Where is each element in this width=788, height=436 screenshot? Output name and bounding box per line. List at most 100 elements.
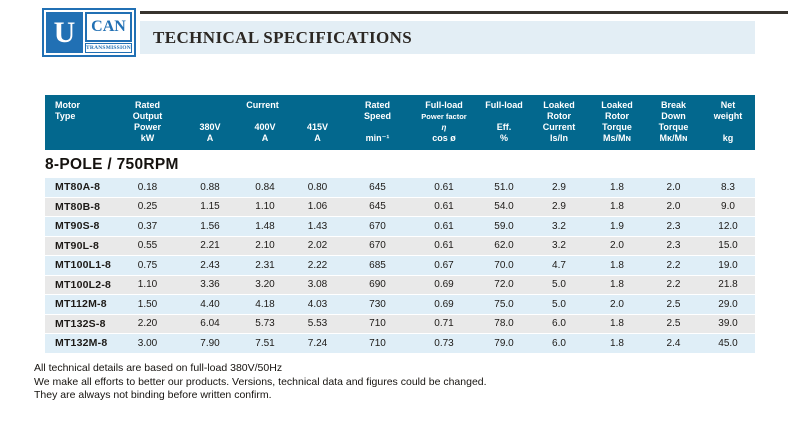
- motor-type-cell: MT112M-8: [55, 298, 107, 311]
- value-cell: 6.0: [552, 318, 566, 330]
- value-cell: 2.02: [307, 240, 328, 252]
- table-body: MT80A-8 0.18 0.88 0.84 0.80 645 0.61 51.0 2.9 1.8…: [45, 178, 755, 354]
- value-cell: 1.10: [137, 279, 158, 291]
- value-cell: 45.0: [718, 337, 738, 349]
- value-cell: 4.40: [200, 298, 220, 310]
- value-cell: 0.80: [307, 181, 328, 193]
- value-cell: 29.0: [718, 298, 738, 310]
- value-cell: 670: [369, 240, 386, 252]
- value-cell: 0.75: [137, 259, 158, 271]
- value-cell: 2.31: [255, 259, 275, 271]
- value-cell: 0.61: [434, 240, 454, 252]
- value-cell: 2.0: [666, 201, 681, 213]
- value-cell: 1.06: [307, 201, 328, 213]
- column-header-rated-output-power: Rated Output Power kW: [132, 100, 163, 143]
- value-cell: 1.8: [610, 201, 624, 213]
- value-cell: 2.5: [666, 298, 681, 310]
- value-cell: 0.88: [200, 181, 220, 193]
- table-row: MT90S-8 0.37 1.56 1.48 1.43 670 0.61 59.0 3.2 1.9…: [45, 217, 755, 236]
- logo-transmission-text: TRANSMISSION: [85, 43, 132, 53]
- value-cell: 2.0: [610, 298, 624, 310]
- column-header-full-load-power-factor: Full-load Power factor η cos ø: [421, 100, 467, 143]
- column-header-rated-speed: Rated Speed min⁻¹: [363, 100, 391, 143]
- logo-u-mark: U: [46, 12, 83, 53]
- value-cell: 1.8: [610, 279, 624, 291]
- value-cell: 1.9: [610, 220, 624, 232]
- value-cell: 690: [369, 279, 386, 291]
- table-row: MT100L2-8 1.10 3.36 3.20 3.08 690 0.69 72.0 5.0 1…: [45, 275, 755, 294]
- value-cell: 1.15: [200, 201, 220, 213]
- table-row: MT80B-8 0.25 1.15 1.10 1.06 645 0.61 54.0 2.9 1.8…: [45, 197, 755, 216]
- value-cell: 39.0: [718, 318, 738, 330]
- value-cell: 7.90: [200, 337, 220, 349]
- value-cell: 5.0: [552, 279, 566, 291]
- value-cell: 3.2: [552, 220, 566, 232]
- value-cell: 1.50: [137, 298, 158, 310]
- column-header-break-down-torque: Break Down Torque Mᴋ/Mɴ: [658, 100, 689, 143]
- value-cell: 2.21: [200, 240, 220, 252]
- value-cell: 3.20: [255, 279, 275, 291]
- column-header-current-380v: 380V A: [199, 122, 221, 143]
- column-header-current-400v: 400V A: [254, 122, 276, 143]
- value-cell: 0.69: [434, 279, 454, 291]
- value-cell: 645: [369, 201, 386, 213]
- motor-type-cell: MT100L2-8: [55, 278, 112, 291]
- table-row: MT90L-8 0.55 2.21 2.10 2.02 670 0.61 62.0 3.2 2.0…: [45, 236, 755, 255]
- footnotes: All technical details are based on full-…: [34, 362, 487, 403]
- value-cell: 3.2: [552, 240, 566, 252]
- value-cell: 12.0: [718, 220, 738, 232]
- value-cell: 2.20: [137, 318, 158, 330]
- value-cell: 0.84: [255, 181, 275, 193]
- top-rule-divider: [140, 11, 788, 14]
- value-cell: 0.37: [137, 220, 158, 232]
- value-cell: 5.53: [307, 318, 328, 330]
- section-title: 8-POLE / 750RPM: [45, 156, 179, 173]
- value-cell: 645: [369, 181, 386, 193]
- value-cell: 2.3: [666, 220, 681, 232]
- value-cell: 79.0: [494, 337, 514, 349]
- value-cell: 2.0: [666, 181, 681, 193]
- value-cell: 1.10: [255, 201, 275, 213]
- value-cell: 78.0: [494, 318, 514, 330]
- column-header-motor-type: Motor Type: [55, 100, 80, 121]
- value-cell: 2.4: [666, 337, 681, 349]
- column-header-locked-rotor-torque: Loaked Rotor Torque Ms/Mɴ: [601, 100, 633, 143]
- value-cell: 72.0: [494, 279, 514, 291]
- table-row: MT80A-8 0.18 0.88 0.84 0.80 645 0.61 51.0 2.9 1.8…: [45, 178, 755, 197]
- value-cell: 70.0: [494, 259, 514, 271]
- value-cell: 0.73: [434, 337, 454, 349]
- motor-type-cell: MT90L-8: [55, 239, 99, 252]
- value-cell: 4.7: [552, 259, 566, 271]
- value-cell: 7.24: [307, 337, 328, 349]
- value-cell: 51.0: [494, 181, 514, 193]
- table-row: MT112M-8 1.50 4.40 4.18 4.03 730 0.69 75.0 5.0 2.…: [45, 295, 755, 314]
- value-cell: 5.0: [552, 298, 566, 310]
- table-row: MT132M-8 3.00 7.90 7.51 7.24 710 0.73 79.0 6.0 1.…: [45, 334, 755, 353]
- column-header-net-weight: Net weight kg: [713, 100, 743, 143]
- value-cell: 0.67: [434, 259, 454, 271]
- value-cell: 730: [369, 298, 386, 310]
- footnote-line: We make all efforts to better our produc…: [34, 375, 487, 388]
- footnote-line: All technical details are based on full-…: [34, 362, 283, 374]
- value-cell: 8.3: [721, 181, 735, 193]
- value-cell: 1.48: [255, 220, 275, 232]
- value-cell: 685: [369, 259, 386, 271]
- value-cell: 2.9: [552, 201, 566, 213]
- table-header: Current Motor Type Rated Output Power kW…: [45, 95, 755, 150]
- value-cell: 1.8: [610, 181, 624, 193]
- value-cell: 0.25: [137, 201, 158, 213]
- value-cell: 21.8: [718, 279, 738, 291]
- value-cell: 3.00: [137, 337, 158, 349]
- current-group-header: Current: [246, 100, 279, 110]
- value-cell: 75.0: [494, 298, 514, 310]
- column-header-full-load-eff: Full-load Eff. %: [485, 100, 523, 143]
- value-cell: 2.22: [307, 259, 328, 271]
- table-row: MT132S-8 2.20 6.04 5.73 5.53 710 0.71 78.0 6.0 1.…: [45, 314, 755, 333]
- column-header-locked-rotor-current: Loaked Rotor Current Is/In: [542, 100, 576, 143]
- value-cell: 4.03: [307, 298, 328, 310]
- value-cell: 0.61: [434, 201, 454, 213]
- value-cell: 1.43: [307, 220, 328, 232]
- column-header-current-415v: 415V A: [306, 122, 329, 143]
- value-cell: 1.56: [200, 220, 220, 232]
- value-cell: 0.71: [434, 318, 454, 330]
